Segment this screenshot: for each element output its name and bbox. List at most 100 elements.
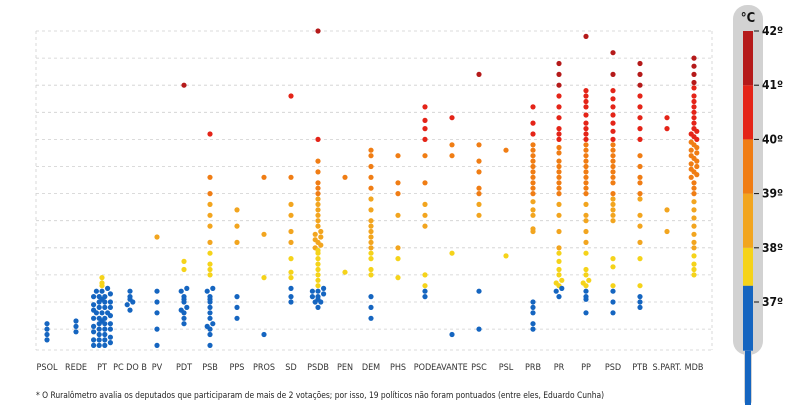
data-point: [309, 288, 315, 294]
data-point: [583, 112, 589, 118]
data-point: [556, 104, 562, 110]
data-point: [610, 128, 616, 134]
data-point: [637, 239, 643, 245]
data-point: [530, 174, 536, 180]
data-point: [368, 315, 374, 321]
data-point: [207, 299, 213, 305]
party-label: PV: [152, 363, 163, 373]
data-point: [583, 185, 589, 191]
data-point: [691, 79, 697, 86]
data-point: [610, 201, 616, 207]
data-point: [204, 288, 210, 294]
data-point: [503, 253, 509, 259]
party-label: PODE: [414, 363, 437, 373]
data-point: [102, 321, 108, 327]
party-label: SD: [285, 363, 296, 373]
data-point: [583, 239, 589, 245]
data-point: [181, 315, 187, 321]
data-point: [691, 109, 697, 115]
data-point: [107, 291, 113, 297]
data-point: [91, 323, 97, 329]
data-point: [395, 191, 401, 197]
data-point: [288, 228, 294, 235]
data-point: [691, 261, 697, 267]
data-point: [583, 296, 589, 302]
data-point: [610, 50, 616, 56]
party-label: PSB: [202, 363, 218, 373]
data-point: [556, 150, 562, 156]
data-point: [368, 207, 374, 213]
data-point: [44, 321, 50, 327]
data-point: [530, 326, 536, 332]
data-point: [368, 245, 374, 251]
data-point: [637, 299, 643, 305]
data-point: [315, 158, 321, 164]
data-point: [207, 212, 213, 218]
data-point: [691, 231, 697, 237]
data-point: [127, 288, 133, 294]
data-point: [664, 126, 670, 132]
data-point: [556, 126, 562, 132]
data-point: [99, 283, 105, 289]
data-point: [73, 323, 79, 329]
data-point: [610, 163, 616, 170]
data-dots: [44, 28, 700, 348]
y-tick-label: 40º: [762, 132, 783, 146]
data-point: [694, 136, 700, 142]
data-point: [610, 158, 616, 164]
data-point: [583, 250, 589, 256]
data-point: [476, 212, 482, 218]
data-point: [583, 272, 589, 278]
data-point: [637, 256, 643, 262]
data-point: [556, 144, 562, 151]
data-point: [178, 288, 184, 294]
data-point: [210, 285, 216, 291]
data-point: [637, 191, 643, 197]
data-point: [288, 294, 294, 300]
data-point: [530, 104, 536, 110]
data-point: [154, 288, 160, 294]
data-point: [610, 264, 616, 270]
data-point: [530, 185, 536, 191]
data-point: [610, 147, 616, 153]
data-point: [368, 153, 374, 159]
data-point: [694, 150, 700, 156]
party-label: PSL: [499, 363, 514, 373]
data-point: [583, 174, 589, 180]
data-point: [556, 115, 562, 121]
data-point: [664, 115, 670, 121]
data-point: [556, 82, 562, 88]
data-point: [261, 231, 267, 237]
data-point: [315, 201, 321, 207]
data-point: [368, 223, 374, 229]
data-point: [422, 272, 428, 278]
data-point: [556, 131, 562, 137]
data-point: [96, 342, 102, 348]
data-point: [105, 285, 111, 291]
data-point: [368, 272, 374, 278]
data-point: [449, 115, 455, 121]
thermometer-band: [743, 139, 753, 194]
data-point: [556, 163, 562, 170]
data-point: [583, 228, 589, 235]
party-label: PSDB: [307, 363, 329, 373]
data-point: [395, 153, 401, 159]
data-point: [610, 212, 616, 218]
data-point: [610, 191, 616, 197]
data-point: [476, 288, 482, 294]
data-point: [312, 299, 318, 305]
data-point: [288, 299, 294, 305]
data-point: [181, 258, 187, 264]
y-tick-label: 42º: [762, 24, 783, 38]
data-point: [315, 261, 321, 267]
data-point: [288, 285, 294, 291]
data-point: [637, 196, 643, 202]
data-point: [530, 142, 536, 148]
data-point: [556, 245, 562, 251]
data-point: [688, 161, 694, 167]
data-point: [318, 234, 324, 240]
data-point: [368, 174, 374, 180]
data-point: [476, 158, 482, 164]
data-point: [637, 126, 643, 132]
data-point: [530, 163, 536, 170]
